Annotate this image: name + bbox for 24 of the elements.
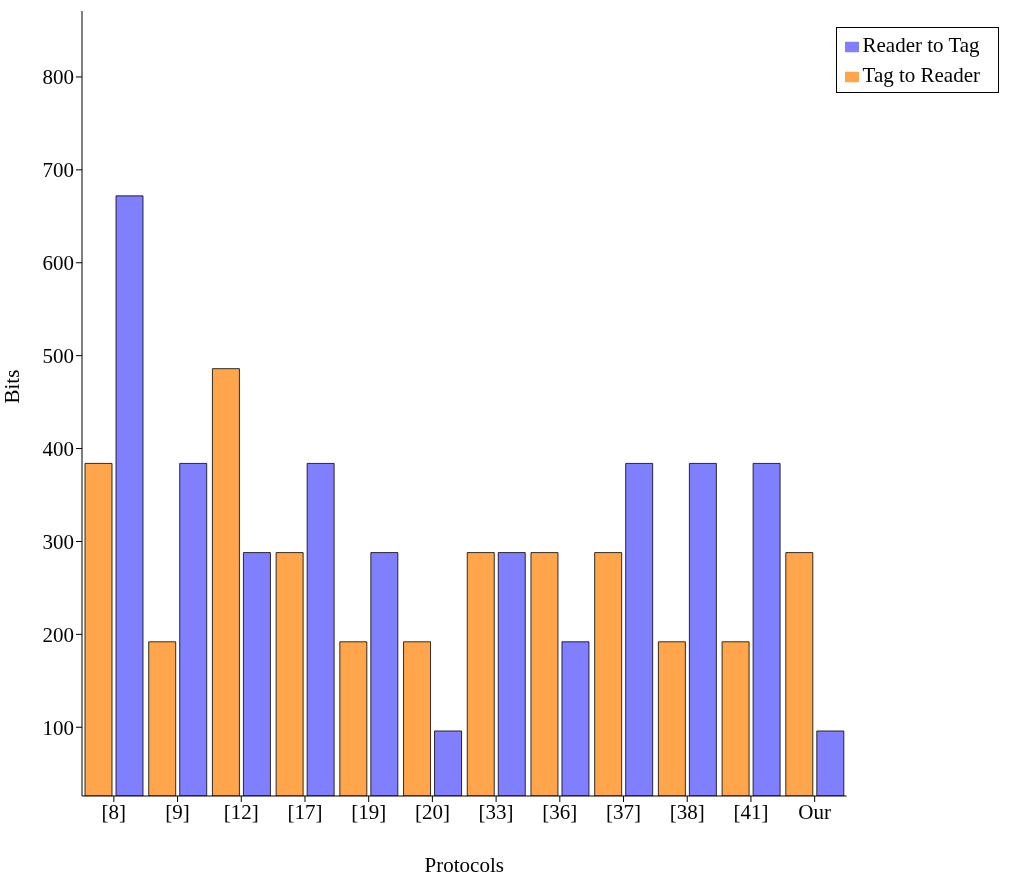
legend-label: Reader to Tag: [862, 33, 980, 57]
y-tick-label: 700: [42, 158, 74, 183]
x-tick-label: [8]: [101, 799, 127, 824]
x-tick-label: [37]: [606, 799, 642, 824]
x-tick-label: [17]: [287, 799, 323, 824]
x-axis-title: Protocols: [424, 853, 504, 874]
y-tick-label: 200: [42, 622, 74, 647]
x-tick-label: [38]: [669, 799, 705, 824]
y-tick-label: 500: [42, 344, 74, 369]
y-axis-title: Bits: [0, 369, 25, 404]
x-tick-label: [19]: [351, 799, 387, 824]
x-tick-label: [20]: [414, 799, 450, 824]
y-tick-label: 600: [42, 251, 74, 276]
x-tick-label: Our: [798, 799, 831, 824]
y-tick-label: 300: [42, 529, 74, 554]
x-tick-label: [33]: [478, 799, 514, 824]
y-tick-label: 800: [42, 65, 74, 90]
x-tick-label: [9]: [165, 799, 190, 824]
y-tick-label: 400: [42, 437, 74, 462]
legend-label: Tag to Reader: [862, 63, 980, 87]
x-tick-label: [12]: [223, 799, 259, 824]
x-tick-label: [41]: [733, 799, 769, 824]
y-tick-label: 100: [42, 715, 74, 740]
x-tick-label: [36]: [542, 799, 578, 824]
